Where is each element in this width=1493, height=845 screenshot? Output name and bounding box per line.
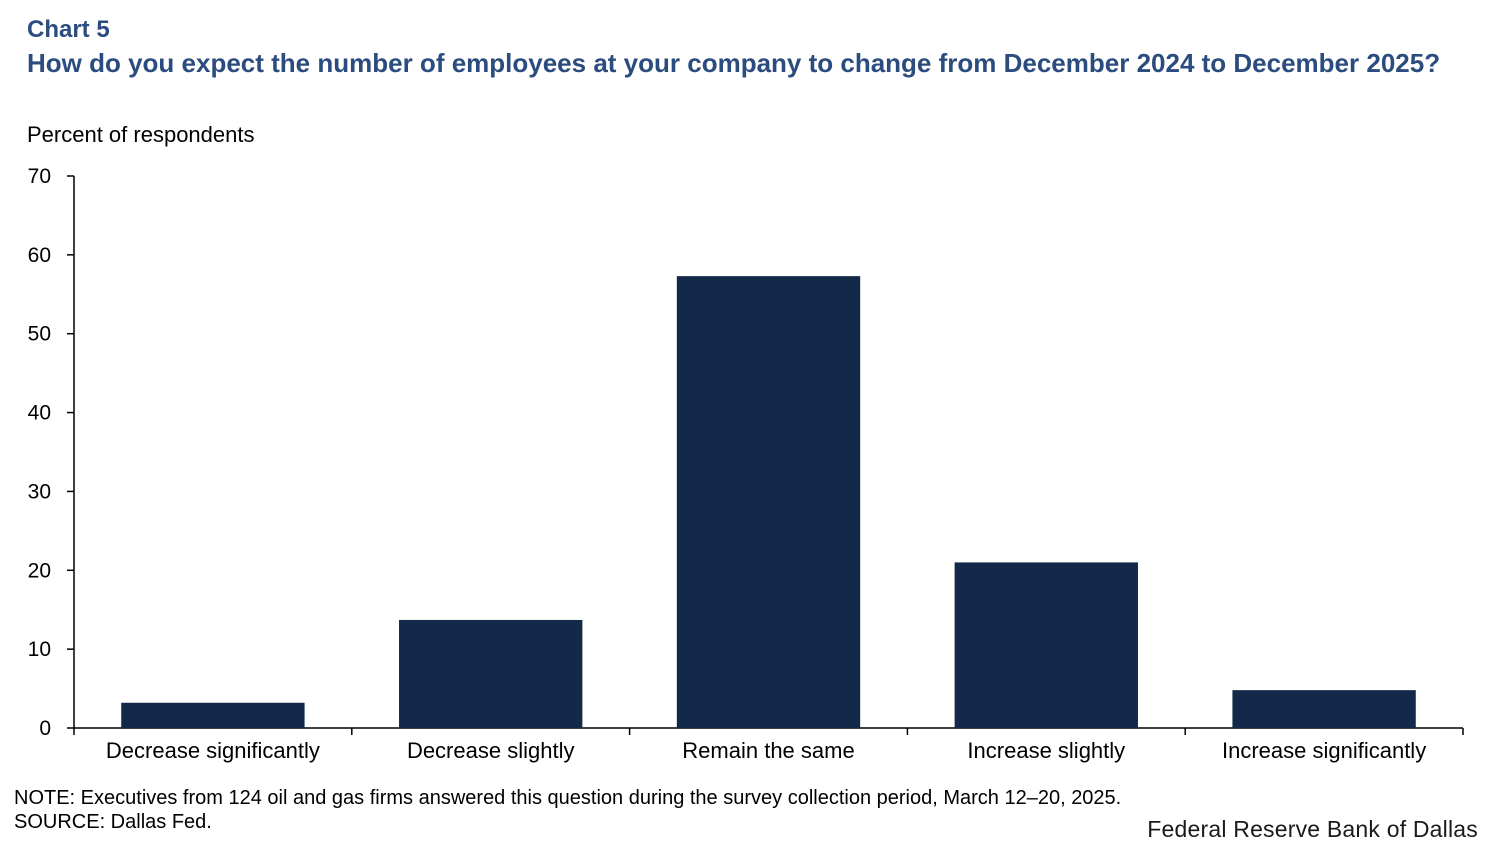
source-note: SOURCE: Dallas Fed.	[14, 811, 212, 833]
y-axis: 0 10 20 30 40 50 60 70	[28, 165, 75, 740]
y-tick-label: 50	[28, 323, 51, 346]
bars	[121, 276, 1416, 728]
bar	[954, 562, 1138, 728]
y-tick-label: 30	[28, 480, 51, 503]
x-tick-label: Remain the same	[682, 738, 854, 763]
y-tick-label: 70	[28, 165, 51, 188]
bar	[1232, 690, 1416, 728]
x-axis: Decrease significantly Decrease slightly R…	[73, 727, 1464, 763]
footnote: NOTE: Executives from 124 oil and gas fi…	[14, 787, 1122, 809]
y-tick-label: 60	[28, 244, 51, 267]
bar	[676, 276, 861, 728]
bar	[399, 619, 583, 728]
y-tick-label: 40	[28, 402, 51, 425]
chart-number: Chart 5	[27, 16, 110, 43]
y-tick-label: 0	[39, 717, 51, 740]
x-tick-label: Decrease slightly	[407, 738, 575, 763]
y-tick-label: 10	[28, 638, 51, 661]
y-tick-label: 20	[28, 559, 51, 582]
y-axis-unit-label: Percent of respondents	[27, 122, 255, 147]
chart-title: How do you expect the number of employee…	[27, 48, 1441, 78]
x-tick-label: Decrease significantly	[106, 738, 320, 763]
fed-logo: Federal Reserve Bank of Dallas	[1147, 816, 1478, 842]
x-tick-label: Increase significantly	[1222, 738, 1426, 763]
x-tick-label: Increase slightly	[967, 738, 1125, 763]
bar	[121, 702, 305, 728]
